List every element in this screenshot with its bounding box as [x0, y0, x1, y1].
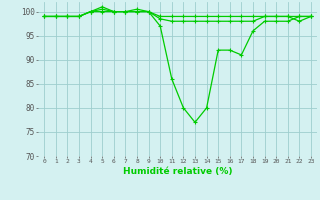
X-axis label: Humidité relative (%): Humidité relative (%): [123, 167, 232, 176]
